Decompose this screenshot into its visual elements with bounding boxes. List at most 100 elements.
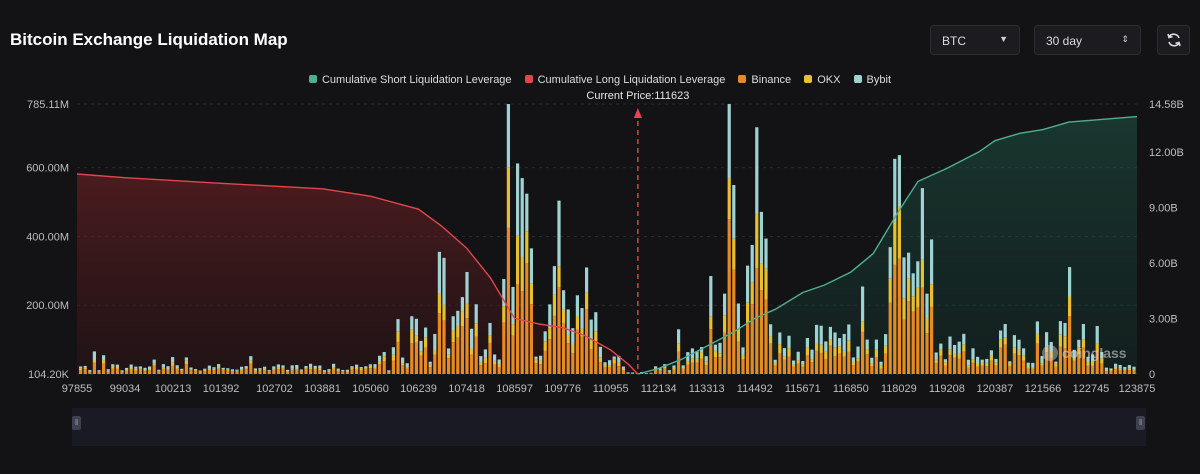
bar-okx [957, 353, 961, 359]
bar-okx [332, 367, 336, 369]
bar-bybit [88, 370, 92, 372]
bar-bybit [180, 368, 184, 371]
bar-okx [999, 339, 1003, 348]
coinglass-logo-icon [1042, 345, 1058, 361]
bar-okx [1091, 361, 1095, 366]
bar-bybit [281, 365, 285, 368]
bar-binance [557, 286, 561, 374]
bar-bybit [999, 330, 1003, 340]
bar-bybit [479, 356, 483, 363]
bar-bybit [437, 251, 441, 294]
bar-bybit [368, 364, 372, 366]
bar-bybit [1091, 354, 1095, 362]
bar-okx [888, 278, 892, 303]
bar-okx [171, 362, 175, 366]
bar-okx [433, 349, 437, 355]
y-left-tick-label: 104.20K [28, 369, 70, 381]
bar-binance [746, 323, 750, 374]
long-cumulative-line [76, 173, 639, 375]
x-tick-label: 115671 [785, 383, 821, 395]
bar-bybit [414, 318, 418, 336]
time-range-select[interactable]: 30 day ⇕ [1034, 25, 1141, 55]
bar-binance [939, 355, 943, 374]
bar-bybit [704, 356, 708, 362]
bar-okx [842, 350, 846, 357]
bar-okx [1114, 366, 1118, 369]
bar-bybit [152, 359, 156, 364]
bar-binance [318, 370, 322, 374]
bar-okx [1045, 346, 1049, 353]
bar-bybit [1035, 321, 1039, 334]
legend-binance[interactable]: Binance [738, 74, 791, 86]
bar-okx [1017, 349, 1021, 356]
bar-binance [539, 364, 543, 374]
bar-bybit [741, 347, 745, 355]
bar-binance [290, 370, 294, 374]
bar-okx [539, 360, 543, 365]
legend-short-cumulative[interactable]: Cumulative Short Liquidation Leverage [308, 74, 512, 86]
bar-okx [258, 369, 262, 371]
bar-binance [1068, 316, 1072, 374]
bar-binance [276, 369, 280, 374]
bar-bybit [575, 295, 579, 317]
bar-okx [966, 365, 970, 368]
x-tick-label: 116850 [833, 383, 869, 395]
bar-okx [796, 360, 800, 364]
bar-binance [672, 369, 676, 374]
bar-binance [166, 370, 170, 374]
bar-okx [180, 370, 184, 371]
bar-binance [962, 351, 966, 374]
bar-binance [460, 326, 464, 374]
bar-bybit [819, 325, 823, 345]
bar-bybit [884, 334, 888, 346]
bar-okx [580, 328, 584, 337]
bar-okx [83, 367, 87, 370]
bar-binance [263, 370, 267, 374]
bar-okx [552, 294, 556, 316]
bar-okx [493, 360, 497, 365]
bar-binance [203, 371, 207, 374]
legend-bybit[interactable]: Bybit [853, 74, 891, 86]
bar-bybit [1008, 361, 1012, 364]
bar-okx [157, 370, 161, 372]
bar-okx [391, 354, 395, 361]
bar-binance [253, 371, 257, 374]
bar-okx [470, 348, 474, 355]
bar-bybit [787, 335, 791, 349]
bar-okx [304, 368, 308, 370]
bar-okx [506, 167, 510, 228]
bar-okx [428, 364, 432, 368]
bar-binance [175, 369, 179, 374]
bar-okx [221, 369, 225, 371]
coin-select[interactable]: BTC ▼ [930, 25, 1020, 55]
bar-bybit [355, 364, 359, 368]
bar-binance [649, 373, 653, 374]
bar-okx [465, 303, 469, 319]
bar-bybit [148, 366, 152, 369]
y-right-tick-label: 14.58B [1149, 99, 1184, 111]
updown-arrows-icon: ⇕ [1121, 34, 1129, 44]
bar-okx [1026, 365, 1030, 369]
zoom-handle-right[interactable]: ‖ [1136, 416, 1145, 430]
bar-binance [414, 342, 418, 374]
bar-bybit [276, 364, 280, 368]
bar-bybit [428, 361, 432, 365]
y-right-tick-label: 9.00B [1149, 202, 1178, 214]
bar-bybit [769, 324, 773, 337]
bar-okx [713, 350, 717, 358]
zoom-scroll-track[interactable] [72, 408, 1146, 446]
zoom-handle-left[interactable]: ‖ [72, 416, 81, 430]
bar-bybit [539, 355, 543, 361]
bar-binance [456, 337, 460, 374]
legend-okx[interactable]: OKX [804, 74, 840, 86]
bar-binance [778, 353, 782, 374]
bar-okx [677, 343, 681, 352]
refresh-button[interactable] [1157, 25, 1190, 55]
bar-binance [1063, 348, 1067, 374]
bar-binance [115, 368, 119, 374]
bar-binance [272, 369, 276, 374]
bar-binance [1100, 363, 1104, 374]
bar-bybit [594, 312, 598, 332]
bar-binance [1031, 368, 1035, 374]
legend-long-cumulative[interactable]: Cumulative Long Liquidation Leverage [524, 74, 725, 86]
